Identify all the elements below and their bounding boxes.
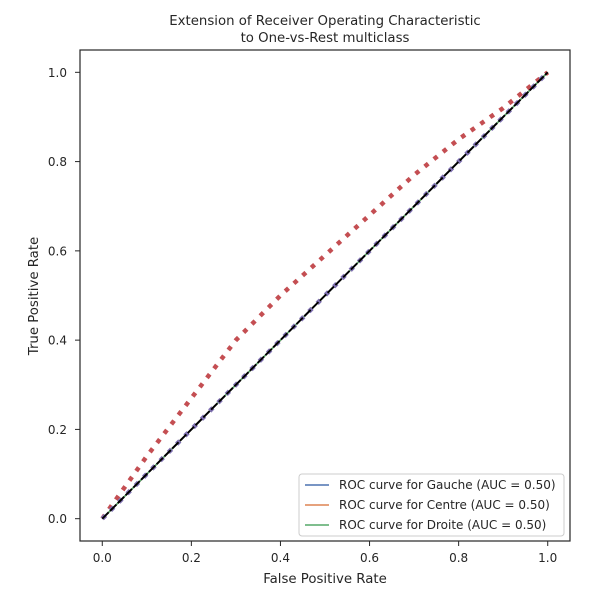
legend-entry-label: ROC curve for Droite (AUC = 0.50) <box>339 518 546 532</box>
x-tick-label: 0.6 <box>360 551 379 565</box>
x-axis-label: False Positive Rate <box>263 572 387 587</box>
legend-entry-label: ROC curve for Gauche (AUC = 0.50) <box>339 478 556 492</box>
unlabeled-line-0 <box>100 70 550 520</box>
x-tick-label: 0.4 <box>271 551 290 565</box>
x-tick-label: 0.2 <box>182 551 201 565</box>
plot-area-frame <box>79 49 571 542</box>
plot-lines <box>100 70 550 521</box>
x-axis-ticks: 0.0 0.2 0.4 0.6 0.8 1.0 <box>93 541 557 565</box>
legend: ROC curve for Gauche (AUC = 0.50) ROC cur… <box>298 473 565 537</box>
chart-title-line-2: to One-vs-Rest multiclass <box>241 31 410 46</box>
y-tick-label: 0.0 <box>48 512 67 526</box>
y-tick-label: 0.2 <box>48 423 67 437</box>
x-tick-label: 0.0 <box>93 551 112 565</box>
chart-title-line-1: Extension of Receiver Operating Characte… <box>169 14 481 29</box>
y-axis-ticks: 0.0 0.2 0.4 0.6 0.8 1.0 <box>48 66 80 526</box>
unlabeled-line-2 <box>101 71 549 520</box>
legend-entry-label: ROC curve for Centre (AUC = 0.50) <box>339 498 550 512</box>
y-tick-label: 0.4 <box>48 334 67 348</box>
y-tick-label: 0.8 <box>48 155 67 169</box>
y-tick-label: 0.6 <box>48 244 67 258</box>
legend-items: ROC curve for Gauche (AUC = 0.50) ROC cur… <box>305 478 556 532</box>
legend-box <box>298 473 565 537</box>
y-axis-label: True Positive Rate <box>27 237 42 356</box>
x-tick-label: 0.8 <box>449 551 468 565</box>
x-tick-label: 1.0 <box>538 551 557 565</box>
y-tick-label: 1.0 <box>48 66 67 80</box>
